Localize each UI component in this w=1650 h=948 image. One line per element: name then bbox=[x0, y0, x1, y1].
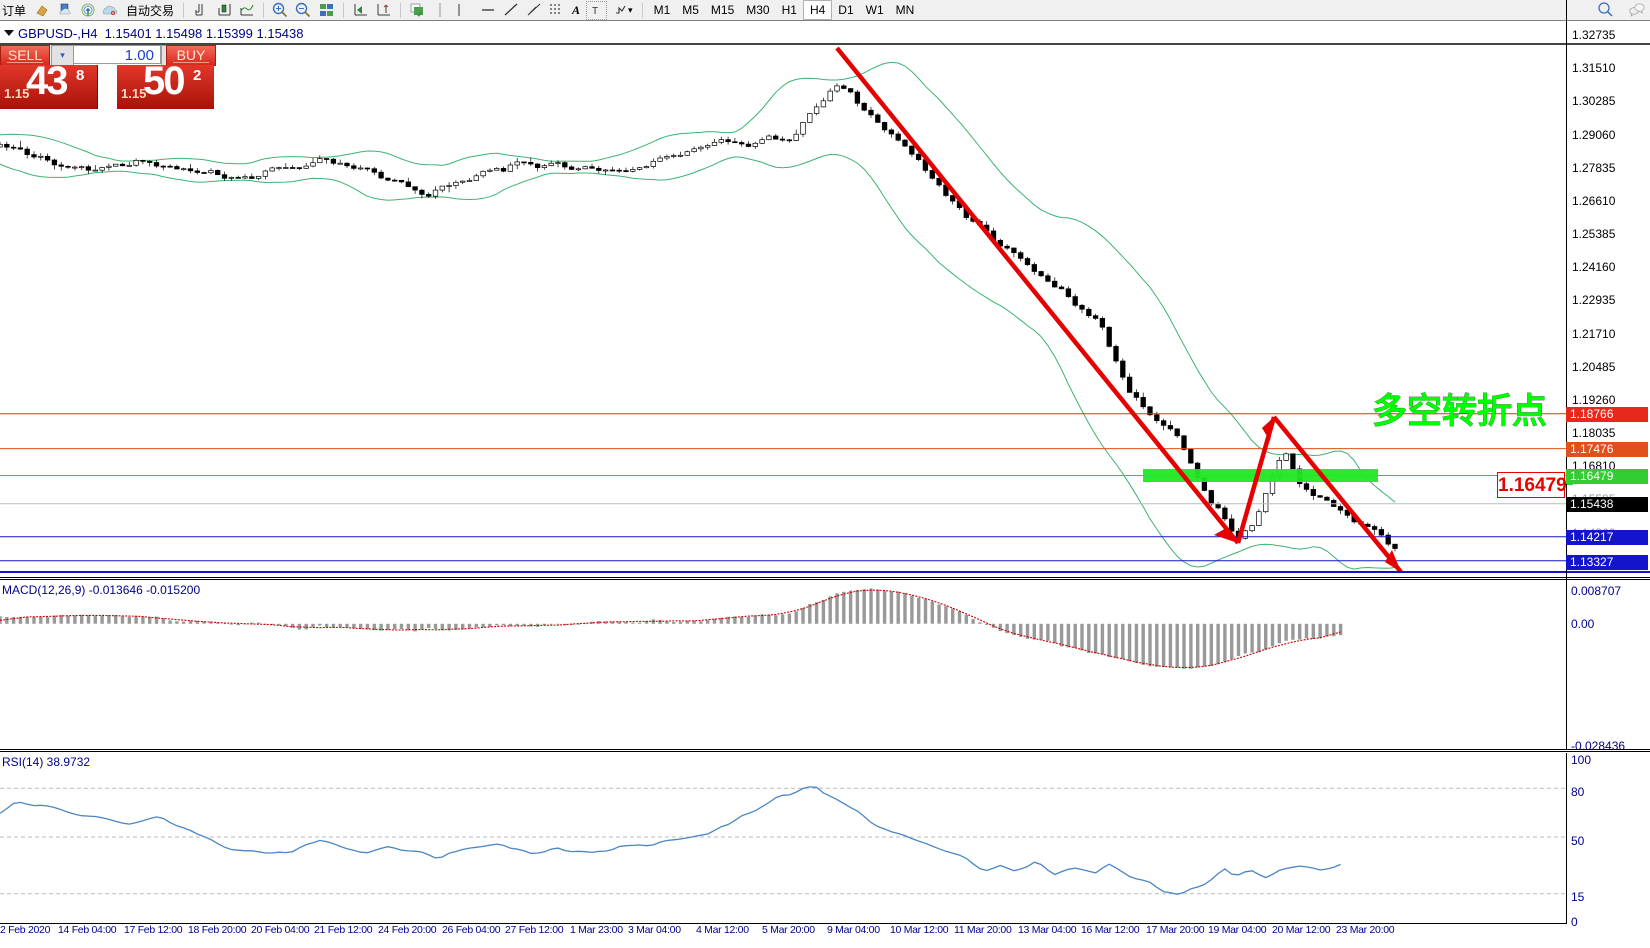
svg-text:T: T bbox=[592, 6, 598, 17]
svg-text:多空转折点: 多空转折点 bbox=[1372, 392, 1547, 431]
